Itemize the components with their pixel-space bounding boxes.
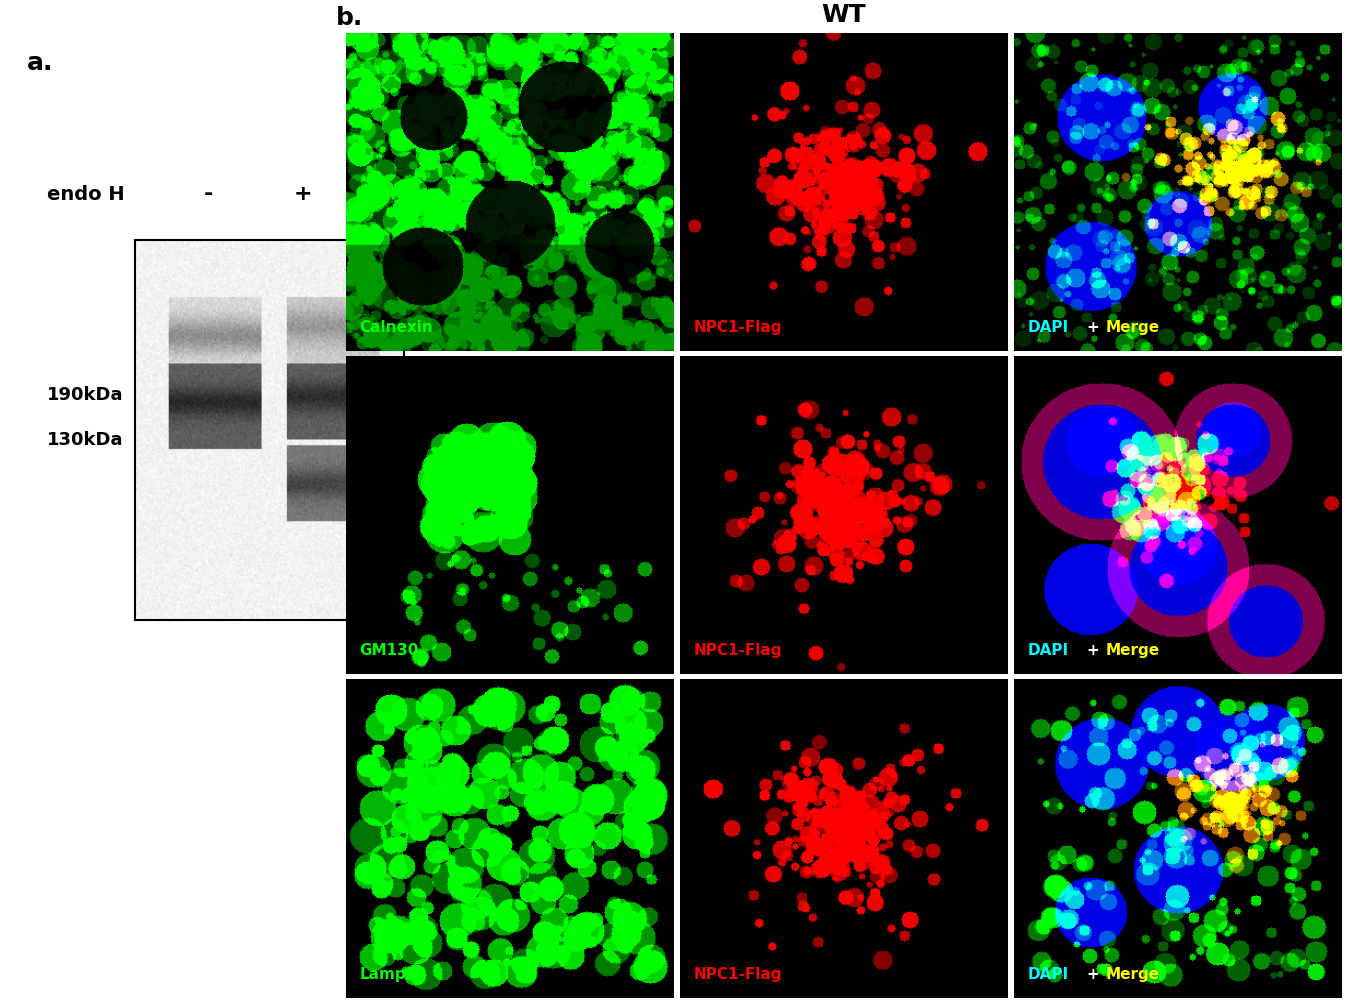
Text: NPC1-Flag: NPC1-Flag bbox=[694, 643, 781, 658]
Text: Lamp2: Lamp2 bbox=[359, 967, 417, 982]
Text: +: + bbox=[1087, 967, 1099, 982]
Text: -: - bbox=[204, 184, 213, 204]
Text: Merge: Merge bbox=[1106, 967, 1161, 982]
Text: a.: a. bbox=[27, 51, 54, 75]
Text: endo H: endo H bbox=[47, 185, 125, 204]
Text: +: + bbox=[293, 184, 312, 204]
Text: +: + bbox=[1087, 643, 1099, 658]
Text: +: + bbox=[1087, 320, 1099, 335]
Text: Calnexin: Calnexin bbox=[359, 320, 433, 335]
Text: DAPI: DAPI bbox=[1028, 967, 1068, 982]
Text: b.: b. bbox=[336, 6, 363, 30]
Text: GM130: GM130 bbox=[359, 643, 418, 658]
Text: 130kDa: 130kDa bbox=[47, 431, 124, 449]
Text: DAPI: DAPI bbox=[1028, 320, 1068, 335]
Text: NPC1-Flag: NPC1-Flag bbox=[694, 967, 781, 982]
Text: NPC1-Flag: NPC1-Flag bbox=[694, 320, 781, 335]
Text: Merge: Merge bbox=[1106, 320, 1161, 335]
Text: DAPI: DAPI bbox=[1028, 643, 1068, 658]
Text: WT: WT bbox=[822, 3, 866, 27]
Text: Merge: Merge bbox=[1106, 643, 1161, 658]
Text: 190kDa: 190kDa bbox=[47, 386, 124, 404]
